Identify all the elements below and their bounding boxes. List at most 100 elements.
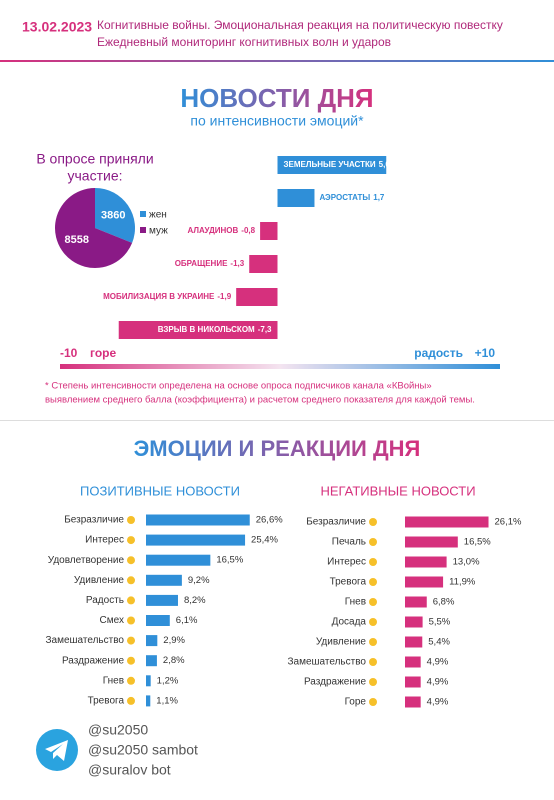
bar bbox=[146, 574, 182, 586]
value-label: 13,0% bbox=[453, 557, 480, 568]
bar-value: 1,7 bbox=[373, 193, 385, 202]
bar bbox=[405, 676, 421, 688]
emoji-icon bbox=[369, 618, 377, 626]
bar bbox=[405, 556, 447, 568]
value-label: 26,1% bbox=[495, 517, 522, 528]
category-label: Раздражение bbox=[62, 655, 124, 666]
legend-label: муж bbox=[149, 226, 168, 237]
bar bbox=[405, 696, 421, 708]
bar bbox=[146, 615, 170, 626]
bar-category: ВЗРЫВ В НИКОЛЬСКОМ bbox=[158, 325, 255, 334]
emoji-icon bbox=[127, 636, 135, 645]
emoji-icon bbox=[369, 698, 377, 706]
panel-title: НЕГАТИВНЫЕ НОВОСТИ bbox=[320, 483, 475, 498]
bar bbox=[146, 655, 157, 667]
emoji-icon bbox=[127, 536, 135, 545]
category-label: Удивление bbox=[74, 575, 125, 586]
bar-category: АЭРОСТАТЫ bbox=[319, 193, 370, 202]
bar-value: 5,0 bbox=[379, 160, 391, 169]
emoji-icon bbox=[127, 696, 135, 705]
bar-value: -1,3 bbox=[230, 259, 244, 268]
category-label: Безразличие bbox=[306, 517, 366, 528]
value-label: 5,4% bbox=[428, 637, 450, 648]
category-label: Тревога bbox=[330, 577, 367, 588]
axis-label: горе bbox=[90, 346, 117, 360]
emoji-icon bbox=[127, 596, 135, 605]
value-label: 8,2% bbox=[184, 595, 206, 606]
legend-swatch bbox=[140, 211, 146, 217]
category-label: Интерес bbox=[85, 535, 124, 546]
emoji-icon bbox=[127, 516, 135, 524]
value-label: 4,9% bbox=[427, 657, 449, 668]
category-label: Досада bbox=[332, 617, 367, 628]
telegram-plane bbox=[45, 740, 68, 761]
bar-label: ЗЕМЕЛЬНЫЕ УЧАСТКИ 5,0 bbox=[284, 160, 391, 169]
emoji-icon bbox=[369, 518, 377, 526]
footnote: выявлением среднего балла (коэффициента)… bbox=[45, 395, 475, 406]
pie-title: В опросе приняли bbox=[36, 151, 153, 167]
value-label: 4,9% bbox=[427, 677, 449, 688]
category-label: Интерес bbox=[327, 557, 366, 568]
value-label: 26,6% bbox=[256, 515, 283, 526]
bar-label: АЛАУДИНОВ -0,8 bbox=[188, 226, 256, 235]
emoji-icon bbox=[127, 616, 135, 625]
bar bbox=[146, 594, 178, 606]
bar bbox=[405, 656, 421, 668]
category-label: Горе bbox=[345, 697, 367, 708]
emoji-icon bbox=[127, 556, 135, 565]
footnote: * Степень интенсивности определена на ос… bbox=[45, 381, 432, 392]
header-line: Ежедневный мониторинг когнитивных волн и… bbox=[97, 35, 391, 49]
bar bbox=[405, 516, 489, 528]
value-label: 2,8% bbox=[163, 655, 185, 666]
bar bbox=[236, 288, 278, 306]
emoji-icon bbox=[127, 656, 135, 665]
emoji-icon bbox=[369, 658, 377, 666]
panel-title: ПОЗИТИВНЫЕ НОВОСТИ bbox=[80, 483, 240, 498]
pie-title: участие: bbox=[68, 168, 123, 184]
bar bbox=[118, 321, 278, 339]
footer-link: @su2050 sambot bbox=[88, 742, 198, 758]
category-label: Печаль bbox=[332, 537, 366, 548]
emoji-icon bbox=[369, 638, 377, 646]
value-label: 6,8% bbox=[433, 597, 455, 608]
bar bbox=[405, 576, 444, 588]
slice-label: 3860 bbox=[101, 210, 125, 222]
category-label: Безразличие bbox=[64, 515, 124, 526]
bar bbox=[146, 675, 151, 687]
bar-category: ЗЕМЕЛЬНЫЕ УЧАСТКИ bbox=[284, 160, 376, 169]
bar bbox=[405, 636, 423, 648]
section-title: НОВОСТИ ДНЯ bbox=[180, 83, 373, 113]
pie-slice bbox=[55, 188, 133, 269]
category-label: Замешательство bbox=[46, 635, 125, 646]
pie-slice bbox=[95, 188, 135, 243]
axis-label: радость bbox=[414, 346, 463, 360]
section-subtitle: по интенсивности эмоций* bbox=[190, 113, 364, 129]
scale-bar bbox=[60, 364, 500, 369]
legend-swatch bbox=[140, 227, 146, 233]
footer-link: @su2050 bbox=[88, 722, 148, 738]
x-tick-label: +10 bbox=[475, 346, 496, 360]
bar bbox=[146, 554, 211, 566]
value-label: 25,4% bbox=[251, 535, 278, 546]
emoji-icon bbox=[369, 678, 377, 686]
emoji-icon bbox=[369, 558, 377, 566]
emoji-icon bbox=[369, 538, 377, 546]
category-label: Раздражение bbox=[304, 677, 366, 688]
category-label: Удивление bbox=[316, 637, 367, 648]
bar bbox=[146, 635, 158, 647]
emoji-icon bbox=[369, 598, 377, 606]
value-label: 5,5% bbox=[429, 617, 451, 628]
legend-label: жен bbox=[149, 210, 167, 221]
value-label: 11,9% bbox=[449, 577, 476, 588]
category-label: Гнев bbox=[345, 597, 366, 608]
header-line: Когнитивные войны. Эмоциональная реакция… bbox=[97, 18, 503, 32]
category-label: Замешательство bbox=[288, 657, 367, 668]
value-label: 16,5% bbox=[464, 537, 491, 548]
value-label: 1,2% bbox=[157, 675, 179, 686]
value-label: 4,9% bbox=[427, 697, 449, 708]
bar-label: ВЗРЫВ В НИКОЛЬСКОМ -7,3 bbox=[158, 325, 272, 334]
bar bbox=[146, 534, 246, 546]
value-label: 2,9% bbox=[163, 635, 185, 646]
category-label: Радость bbox=[86, 595, 124, 606]
